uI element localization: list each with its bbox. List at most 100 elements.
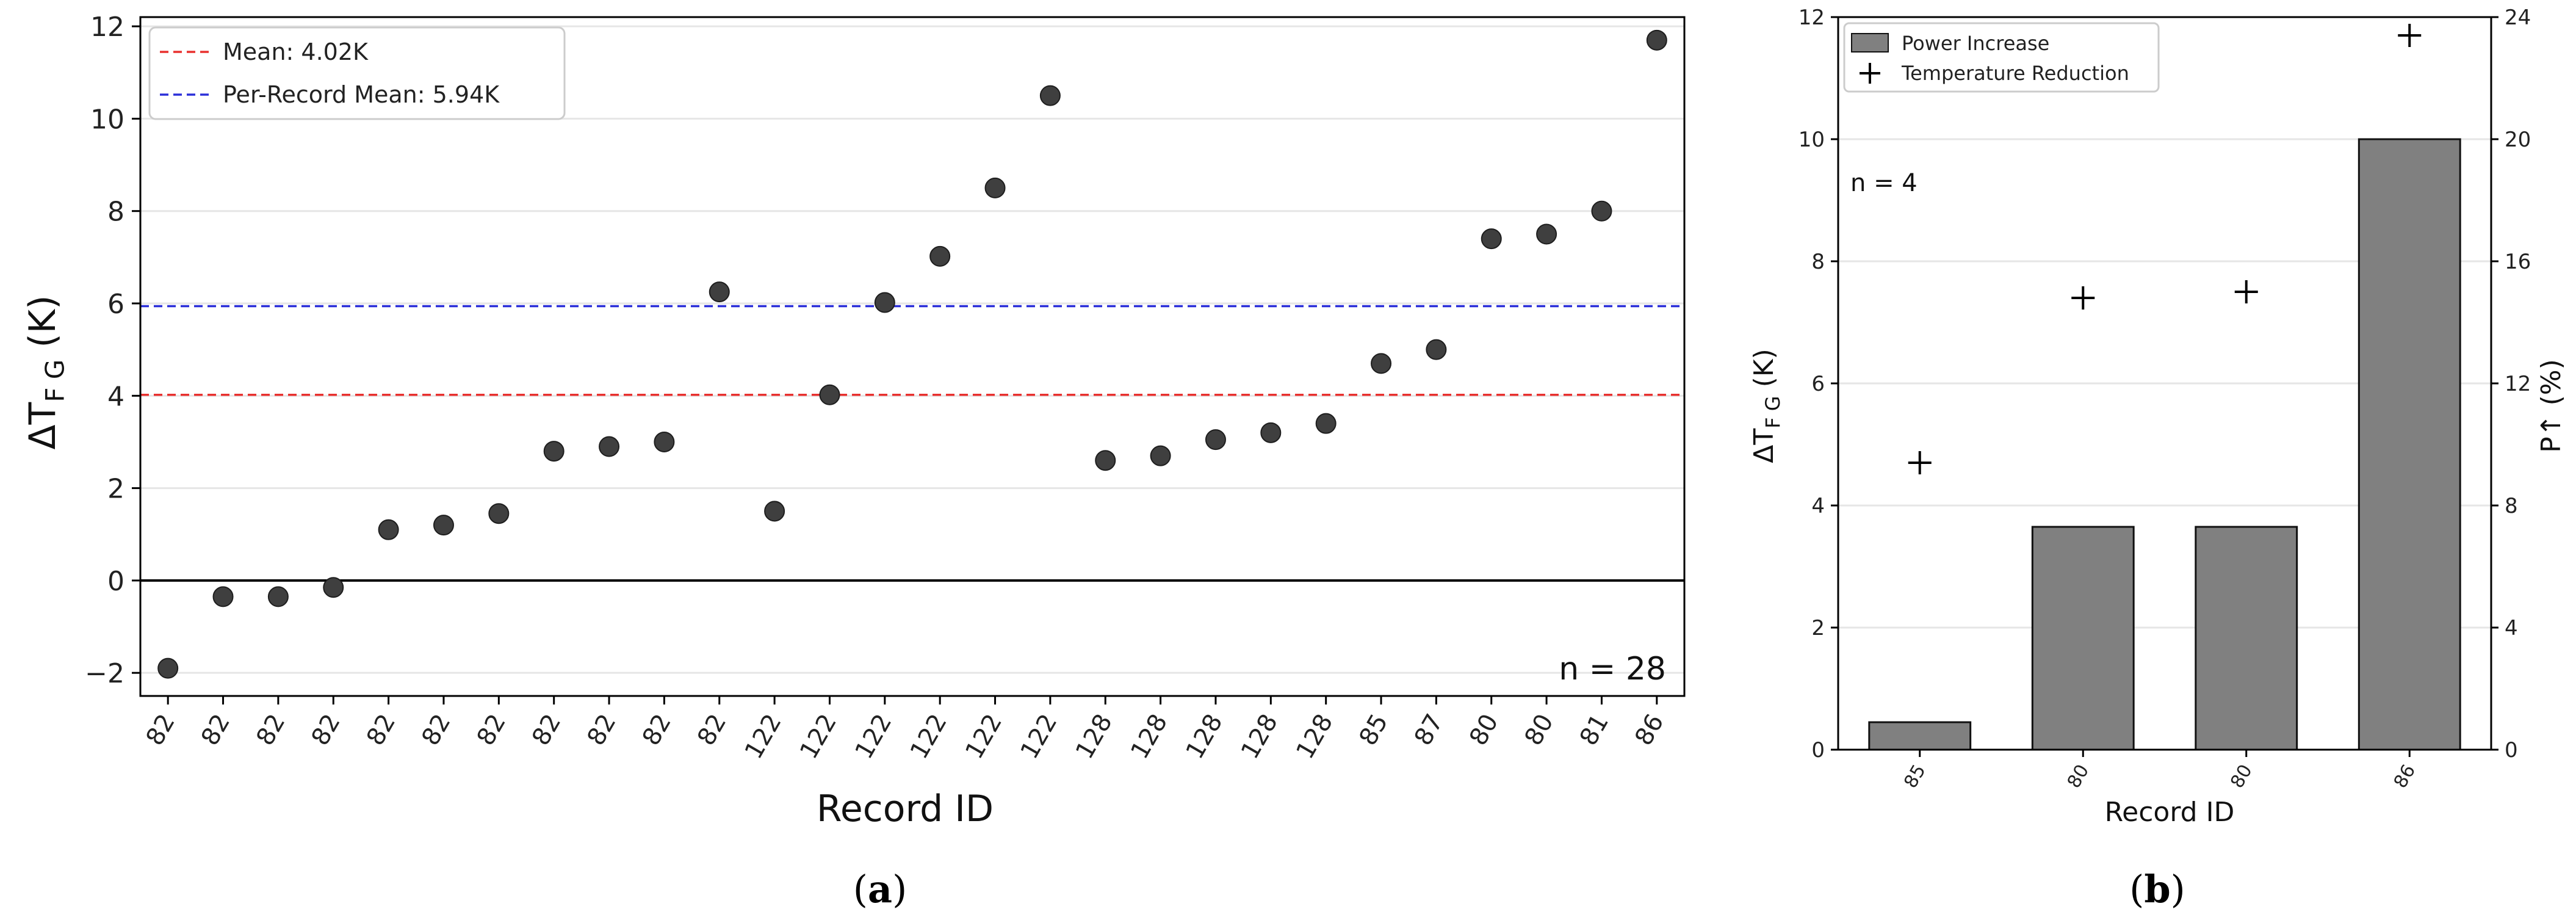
panel-a-x-tick-label: 86 xyxy=(1629,709,1669,750)
panel-b-x-tick-label: 80 xyxy=(2063,761,2093,792)
panel-b-bar xyxy=(1868,721,1972,751)
panel-a-data-point xyxy=(323,577,344,598)
panel-a-data-point xyxy=(157,657,179,679)
panel-b-y-axis-title: ΔTF G (K) xyxy=(1748,349,1784,463)
panel-b-y-tick-label: 6 xyxy=(1811,372,1825,396)
panel-a-x-tick-label: 82 xyxy=(527,709,566,750)
panel-a-legend-label: Mean: 4.02K xyxy=(223,38,369,65)
panel-a-data-point xyxy=(1371,353,1392,374)
panel-a-legend-box xyxy=(148,26,566,120)
panel-a-data-point xyxy=(1481,228,1502,250)
panel-a-y-tick-label: 12 xyxy=(90,12,124,43)
panel-a-data-point xyxy=(1260,422,1282,443)
panel-a-sample-size: n = 28 xyxy=(1559,651,1666,687)
panel-a-data-point xyxy=(1095,450,1116,471)
panel-a-x-tick-label: 82 xyxy=(141,709,181,750)
panel-b-caption: (b) xyxy=(2129,867,2185,911)
panel-a-y-tick-label: 6 xyxy=(107,289,124,320)
panel-a-data-point xyxy=(212,586,234,607)
panel-b-x-axis-title: Record ID xyxy=(2105,797,2235,828)
panel-a-x-tick-label: 82 xyxy=(306,709,346,750)
panel-a-legend: Mean: 4.02K Per-Record Mean: 5.94K xyxy=(148,26,566,120)
panel-b-marker xyxy=(1908,451,1932,474)
panel-a-x-tick-label: 128 xyxy=(1070,709,1118,764)
panel-b-x-tick-label: 85 xyxy=(1900,761,1930,792)
panel-a-x-tick-label: 82 xyxy=(416,709,456,750)
panel-a-data-point xyxy=(1536,223,1557,245)
panel-a-data-point xyxy=(764,501,785,522)
panel-b-y-tick-label: 0 xyxy=(1811,738,1825,762)
panel-a-y-tick-label: 4 xyxy=(107,381,124,412)
panel-a-reference-lines xyxy=(140,305,1684,582)
panel-a-x-tick-label: 82 xyxy=(251,709,290,750)
panel-a-x-tick-label: 122 xyxy=(850,709,897,764)
panel-a-x-tick-label: 82 xyxy=(692,709,732,750)
panel-a-data-point xyxy=(1426,339,1447,360)
panel-b-y2-tick-label: 16 xyxy=(2505,250,2531,274)
panel-b-markers xyxy=(1908,24,2422,474)
panel-a-x-tick-label: 87 xyxy=(1409,709,1449,750)
panel-a-data-point xyxy=(1039,85,1061,106)
panel-b-marker xyxy=(2398,24,2422,47)
panel-b-marker xyxy=(2234,280,2258,303)
panel-a-data-point xyxy=(378,519,399,540)
panel-b-y-tick-label: 2 xyxy=(1811,616,1825,640)
panel-b-y-ticks: 0 2 4 6 8 10 12 xyxy=(1799,5,1838,762)
panel-a-x-tick-label: 122 xyxy=(1016,709,1063,764)
panel-b-y2-ticks: 0 4 8 12 16 20 24 xyxy=(2491,5,2531,762)
panel-b-x-tick-label: 86 xyxy=(2390,761,2420,792)
panel-b-legend-box xyxy=(1843,22,2160,93)
panel-b-x-tick-label: 80 xyxy=(2226,761,2256,792)
panel-a-x-tick-label: 80 xyxy=(1464,709,1504,750)
panel-b-legend-label: Power Increase xyxy=(1902,32,2049,55)
panel-a-data-point xyxy=(599,436,620,457)
panel-a-data-point xyxy=(267,586,289,607)
panel-b-y-tick-label: 8 xyxy=(1811,250,1825,274)
panel-a-data-point xyxy=(874,292,895,313)
panel-a-data-point xyxy=(709,281,730,303)
panel-a-y-tick-label: 0 xyxy=(107,566,124,597)
panel-a-x-tick-label: 85 xyxy=(1354,709,1393,750)
panel-b-y-tick-label: 4 xyxy=(1811,494,1825,518)
panel-a-y-tick-label: 10 xyxy=(90,104,124,135)
panel-b-marker xyxy=(2071,286,2095,310)
panel-a-x-tick-label: 80 xyxy=(1519,709,1559,750)
panel-a-y-tick-label: 8 xyxy=(107,197,124,228)
panel-b-bar xyxy=(2195,526,2298,751)
panel-a-legend-label: Per-Record Mean: 5.94K xyxy=(223,81,500,108)
panel-b-sample-size: n = 4 xyxy=(1850,169,1918,197)
panel-b-y2-tick-label: 20 xyxy=(2505,128,2531,152)
panel-b-y2-tick-label: 12 xyxy=(2505,372,2531,396)
panel-b-bars xyxy=(1868,138,2461,751)
panel-a-x-axis-title: Record ID xyxy=(817,788,994,830)
panel-a-x-tick-label: 128 xyxy=(1236,709,1283,764)
panel-a-x-tick-label: 122 xyxy=(960,709,1008,764)
panel-a-x-tick-label: 82 xyxy=(637,709,677,750)
panel-a-x-tick-label: 122 xyxy=(905,709,953,764)
panel-a-x-tick-label: 128 xyxy=(1291,709,1338,764)
panel-b-y2-axis-title: P↑ (%) xyxy=(2536,359,2567,453)
panel-a-data-point xyxy=(1205,429,1226,451)
panel-a-points xyxy=(157,29,1667,679)
panel-a-data-point xyxy=(543,441,565,462)
panel-b-bar xyxy=(2031,526,2135,751)
panel-a-x-ticks: 82 82 82 82 82 82 82 82 82 82 82 122 122 122 122 122 122… xyxy=(141,696,1669,764)
panel-a-x-tick-label: 122 xyxy=(795,709,842,764)
panel-b-x-ticks: 85 80 80 86 xyxy=(1900,750,2420,792)
panel-b-y2-tick-label: 4 xyxy=(2505,616,2518,640)
panel-a-x-tick-label: 128 xyxy=(1125,709,1173,764)
panel-a-x-tick-label: 128 xyxy=(1181,709,1228,764)
panel-b-y-tick-label: 10 xyxy=(1799,128,1825,152)
panel-a-data-point xyxy=(1315,413,1337,434)
panel-a-plot-frame xyxy=(139,16,1686,697)
panel-a-x-tick-label: 82 xyxy=(582,709,621,750)
panel-a-data-point xyxy=(1150,445,1171,466)
panel-a-x-tick-label: 82 xyxy=(361,709,401,750)
panel-a-data-point xyxy=(1646,29,1667,51)
panel-a-data-point xyxy=(819,384,840,405)
panel-a-caption: (a) xyxy=(853,867,907,911)
panel-a-y-axis-title: ΔTF G (K) xyxy=(21,295,70,450)
panel-b-y2-tick-label: 8 xyxy=(2505,494,2518,518)
